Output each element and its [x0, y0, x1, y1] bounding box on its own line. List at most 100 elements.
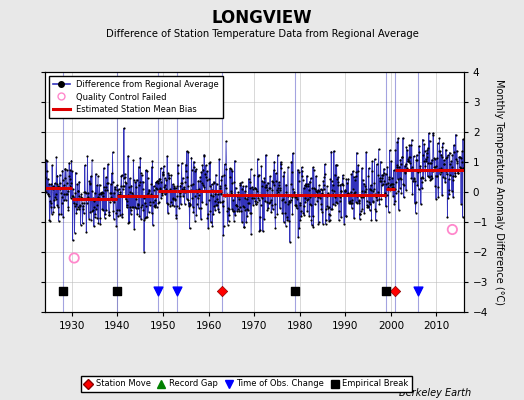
Point — [356, 211, 365, 218]
Point — [433, 140, 442, 146]
Point — [215, 183, 224, 189]
Point — [155, 198, 163, 205]
Point — [369, 199, 377, 206]
Point — [398, 154, 406, 160]
Point — [331, 194, 340, 200]
Point — [52, 195, 60, 202]
Point — [419, 136, 427, 143]
Point — [215, 156, 223, 163]
Point — [329, 182, 337, 188]
Point — [96, 190, 105, 196]
Point — [141, 214, 150, 220]
Point — [394, 188, 402, 194]
Point — [165, 175, 173, 182]
Point — [81, 188, 90, 195]
Point — [55, 211, 63, 218]
Point — [168, 202, 176, 208]
Point — [239, 204, 248, 210]
Point — [126, 210, 135, 217]
Point — [196, 205, 205, 212]
Point — [453, 160, 462, 166]
Point — [199, 182, 207, 189]
Point — [265, 200, 273, 206]
Point — [47, 181, 55, 188]
Point — [45, 217, 53, 223]
Point — [372, 217, 380, 224]
Point — [283, 217, 291, 223]
Point — [274, 152, 282, 158]
Point — [264, 205, 272, 212]
Point — [93, 182, 101, 189]
Point — [282, 181, 290, 188]
Point — [119, 183, 127, 189]
Point — [444, 176, 453, 182]
Point — [337, 214, 345, 220]
Point — [437, 152, 445, 158]
Point — [332, 162, 341, 168]
Point — [233, 203, 241, 210]
Point — [43, 190, 52, 197]
Point — [315, 194, 324, 201]
Point — [248, 184, 256, 190]
Point — [373, 161, 381, 168]
Point — [350, 215, 358, 222]
Point — [276, 185, 285, 192]
Point — [217, 177, 226, 184]
Point — [318, 208, 326, 215]
Point — [104, 196, 113, 202]
Point — [73, 206, 81, 212]
Point — [170, 185, 178, 191]
Point — [200, 152, 208, 158]
Point — [285, 197, 293, 204]
Point — [129, 177, 138, 184]
Point — [299, 209, 307, 216]
Point — [123, 198, 131, 204]
Point — [249, 194, 258, 201]
Point — [186, 201, 194, 207]
Point — [56, 186, 64, 192]
Point — [336, 188, 345, 194]
Point — [220, 172, 228, 178]
Point — [104, 208, 113, 215]
Point — [313, 198, 321, 204]
Point — [400, 194, 408, 201]
Point — [192, 212, 201, 218]
Point — [237, 179, 246, 185]
Point — [48, 210, 56, 217]
Point — [274, 185, 282, 191]
Point — [282, 189, 291, 196]
Point — [382, 181, 390, 187]
Point — [119, 125, 128, 132]
Point — [226, 190, 235, 196]
Point — [134, 200, 142, 207]
Point — [455, 154, 463, 160]
Point — [244, 193, 252, 199]
Point — [160, 175, 169, 182]
Point — [42, 158, 51, 164]
Point — [48, 162, 56, 169]
Point — [124, 153, 132, 159]
Point — [359, 180, 368, 187]
Point — [261, 198, 269, 204]
Point — [250, 172, 258, 178]
Point — [227, 166, 235, 172]
Point — [210, 180, 218, 186]
Point — [118, 186, 127, 192]
Point — [114, 192, 123, 198]
Point — [420, 141, 429, 148]
Point — [254, 195, 263, 202]
Point — [441, 175, 449, 182]
Point — [74, 188, 82, 194]
Point — [49, 183, 57, 190]
Point — [63, 190, 71, 197]
Point — [99, 207, 107, 214]
Point — [242, 183, 250, 189]
Point — [426, 160, 434, 166]
Point — [59, 176, 67, 183]
Point — [285, 218, 293, 224]
Point — [318, 187, 326, 193]
Point — [427, 160, 435, 166]
Point — [147, 164, 156, 170]
Point — [310, 166, 318, 173]
Point — [100, 184, 108, 190]
